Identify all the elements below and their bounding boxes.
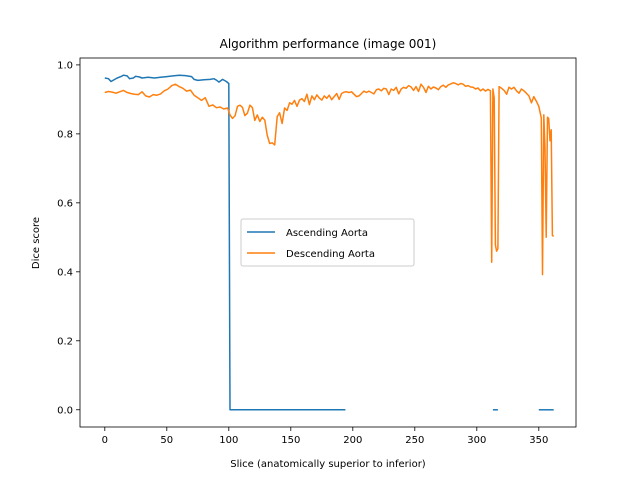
y-tick-label-4: 0.8	[57, 129, 73, 140]
y-tick-label-0: 0.0	[57, 405, 73, 416]
legend-box	[240, 218, 415, 267]
y-tick-label-3: 0.6	[57, 198, 73, 209]
y-tick-label-5: 1.0	[57, 60, 73, 71]
series-line-0-segment-0	[104, 74, 346, 411]
x-axis-label: Slice (anatomically superior to inferior…	[230, 459, 426, 470]
x-tick-label-4: 200	[343, 435, 362, 446]
y-tick-label-2: 0.4	[57, 267, 73, 278]
series-line-1-segment-0	[104, 82, 555, 276]
x-tick-label-2: 100	[219, 435, 238, 446]
chart-title: Algorithm performance (image 001)	[220, 37, 437, 51]
y-axis-ticks: 0.0 0.2 0.4 0.6 0.8 1.0	[57, 60, 80, 416]
y-tick-label-1: 0.2	[57, 336, 73, 347]
x-tick-label-0: 0	[102, 435, 108, 446]
legend-label-1: Descending Aorta	[286, 249, 375, 260]
x-tick-label-7: 350	[529, 435, 548, 446]
legend-label-0: Ascending Aorta	[286, 228, 368, 239]
y-axis-label: Dice score	[31, 217, 42, 269]
x-tick-label-5: 250	[405, 435, 424, 446]
x-axis-ticks: 0 50 100 150 200 250 300 350	[102, 427, 548, 446]
plot-area	[79, 57, 577, 428]
x-tick-label-6: 300	[467, 435, 486, 446]
axes-frame	[79, 57, 577, 428]
x-tick-label-1: 50	[160, 435, 173, 446]
legend: Ascending Aorta Descending Aorta	[240, 218, 415, 267]
x-tick-label-3: 150	[281, 435, 300, 446]
